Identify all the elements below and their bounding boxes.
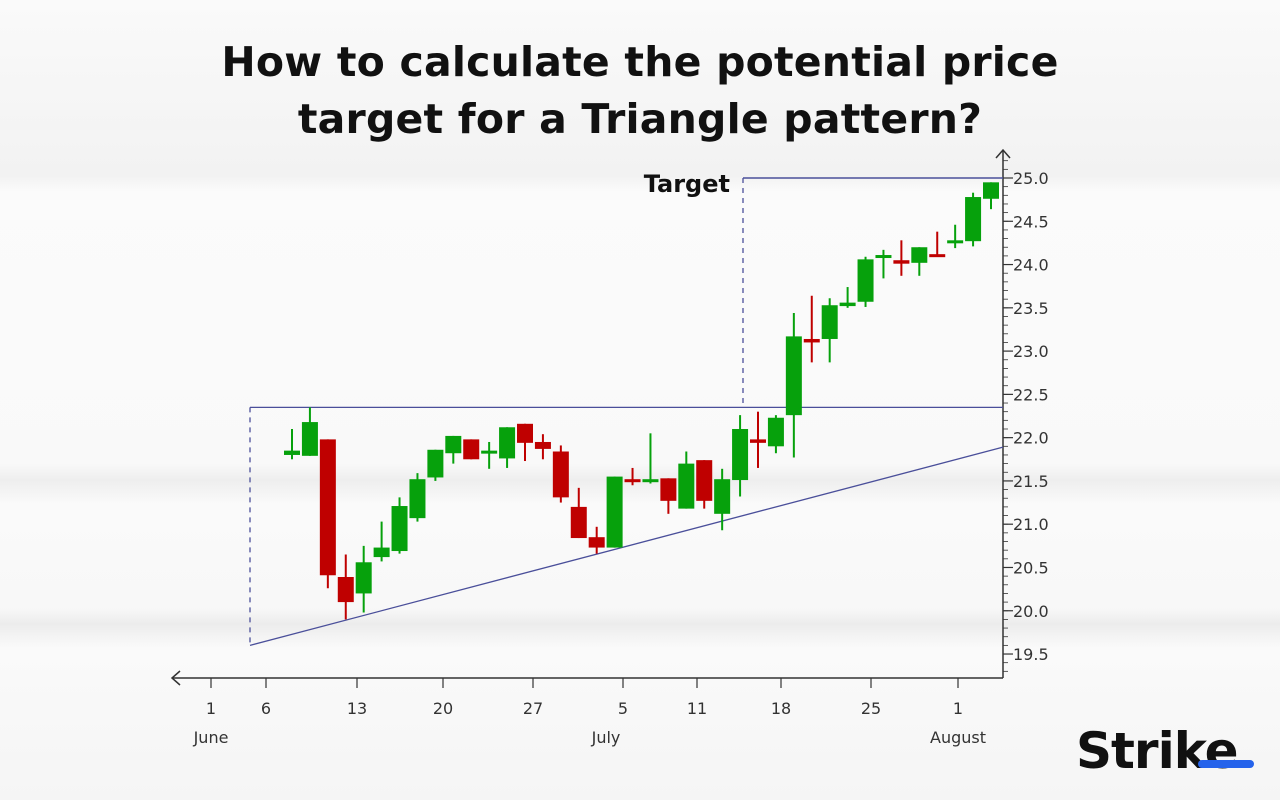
candle-body-up: [499, 427, 516, 459]
candle-body-up: [373, 547, 390, 558]
strike-logo: Strike: [1076, 722, 1239, 780]
candle-body-up: [355, 562, 372, 594]
y-tick-label: 23.0: [1013, 342, 1049, 361]
candle-body-down: [929, 254, 946, 258]
candle-body-up: [409, 479, 426, 519]
candle-body-up: [947, 240, 964, 244]
candle-body-up: [785, 336, 802, 416]
candle-body-up: [983, 182, 999, 199]
target-label: Target: [644, 170, 730, 198]
candle-body-up: [301, 422, 318, 456]
candle-body-up: [857, 259, 874, 302]
page-title: How to calculate the potential price tar…: [0, 34, 1280, 148]
x-tick-label: 5: [618, 699, 628, 718]
candle-body-up: [284, 450, 300, 455]
candle-body-up: [875, 255, 892, 259]
candle-body-up: [732, 428, 749, 481]
month-label: August: [930, 728, 986, 747]
candle-body-up: [606, 476, 623, 548]
y-tick-label: 21.0: [1013, 515, 1049, 534]
candle-body-up: [839, 302, 856, 307]
support-trendline: [249, 446, 1004, 646]
candle-body-up: [391, 506, 408, 552]
candle-body-down: [517, 423, 533, 443]
candle-body-down: [319, 439, 336, 576]
logo-accent-bar: [1198, 760, 1254, 768]
y-tick-label: 24.5: [1013, 212, 1049, 231]
y-tick-label: 23.5: [1013, 299, 1049, 318]
x-tick-label: 13: [347, 699, 367, 718]
y-tick-label: 25.0: [1013, 169, 1049, 188]
candle-body-up: [911, 247, 928, 263]
candle-body-down: [552, 451, 569, 498]
candle-body-down: [570, 506, 587, 539]
candle-body-down: [588, 537, 605, 548]
month-label: June: [193, 728, 229, 747]
candle-body-down: [534, 441, 551, 449]
month-label: July: [591, 728, 621, 747]
y-tick-label: 20.0: [1013, 602, 1049, 621]
x-tick-label: 1: [206, 699, 216, 718]
candle-body-up: [965, 197, 982, 242]
candle-body-up: [445, 435, 462, 454]
title-line-2: target for a Triangle pattern?: [297, 95, 983, 143]
candle-body-down: [696, 460, 713, 501]
candle-body-down: [463, 439, 480, 460]
candle-body-up: [642, 479, 659, 483]
y-tick-label: 22.0: [1013, 429, 1049, 448]
candle-body-up: [678, 463, 695, 509]
candle-body-up: [427, 449, 444, 478]
candle-body-down: [624, 479, 641, 483]
x-tick-label: 1: [953, 699, 963, 718]
candle-body-up: [767, 417, 784, 447]
y-tick-label: 21.5: [1013, 472, 1049, 491]
y-tick-label: 22.5: [1013, 385, 1049, 404]
x-tick-label: 18: [771, 699, 791, 718]
candle-body-up: [481, 450, 498, 454]
candle-body-down: [803, 338, 820, 343]
x-tick-label: 6: [261, 699, 271, 718]
y-tick-label: 19.5: [1013, 645, 1049, 664]
x-tick-label: 11: [687, 699, 707, 718]
y-tick-label: 20.5: [1013, 558, 1049, 577]
candle-body-up: [821, 305, 838, 339]
y-axis-arrow-icon: [995, 148, 1011, 159]
candle-body-down: [893, 260, 910, 264]
candle-body-down: [337, 576, 354, 603]
title-line-1: How to calculate the potential price: [221, 38, 1059, 86]
x-axis-arrow-icon: [170, 670, 181, 686]
candle-body-up: [714, 479, 731, 514]
x-tick-label: 27: [523, 699, 543, 718]
x-tick-label: 25: [861, 699, 881, 718]
y-tick-label: 24.0: [1013, 256, 1049, 275]
x-tick-label: 20: [433, 699, 453, 718]
candle-body-down: [660, 478, 677, 501]
candle-body-down: [750, 439, 766, 443]
